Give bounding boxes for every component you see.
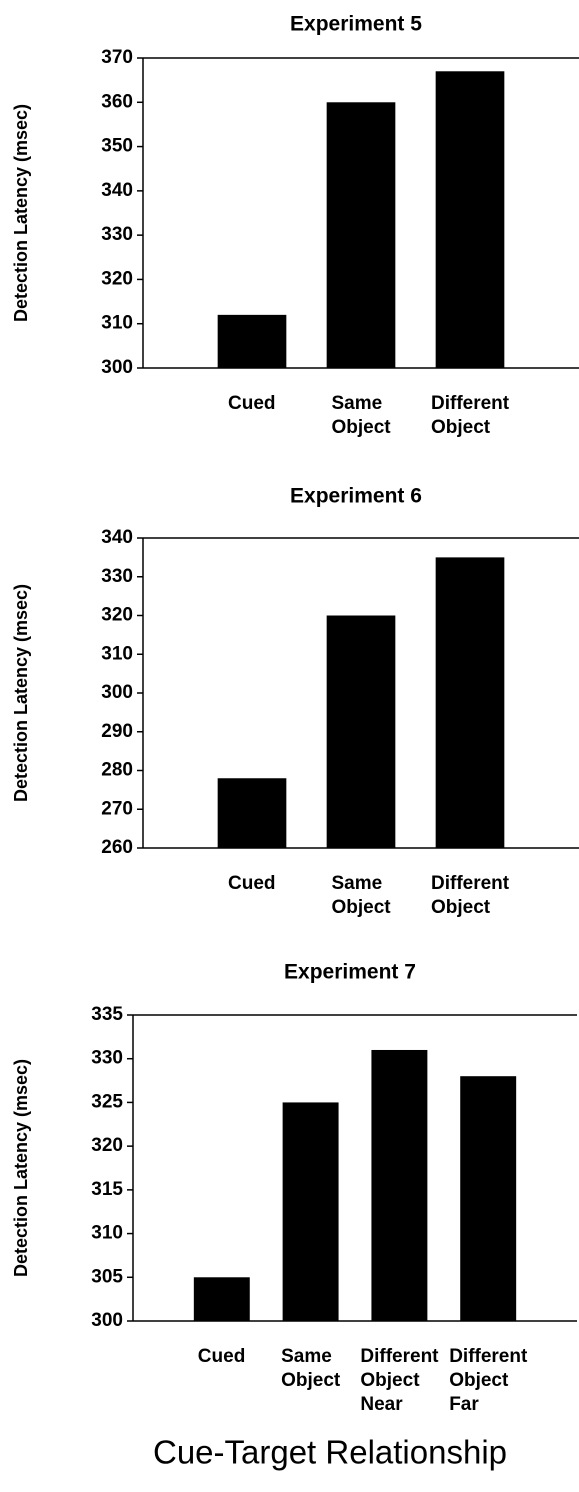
y-tick-label: 350 [101,136,133,157]
x-axis-label: Cue-Target Relationship [153,1434,507,1471]
bar [435,71,505,369]
y-axis-label: Detection Latency (msec) [11,104,31,322]
y-tick-label: 325 [91,1091,123,1112]
y-tick-label: 330 [101,224,133,245]
bar [435,557,505,848]
x-tick-label: Cued [228,393,276,414]
y-tick-label: 360 [101,91,133,112]
x-tick-label: Different Object Far [449,1346,528,1415]
y-axis-label: Detection Latency (msec) [11,584,31,802]
bar [326,615,396,848]
y-tick-label: 300 [101,357,133,378]
x-tick-label: Different Object [431,393,510,438]
y-tick-label: 340 [101,180,133,201]
bar [326,102,396,369]
y-tick-label: 315 [91,1179,123,1200]
y-tick-label: 310 [91,1223,123,1244]
bar [282,1102,339,1321]
y-tick-label: 280 [101,760,133,781]
x-tick-label: Cued [228,873,276,894]
y-tick-label: 320 [91,1135,123,1156]
y-tick-label: 300 [91,1310,123,1331]
y-tick-label: 330 [91,1048,123,1069]
y-tick-label: 335 [91,1004,123,1025]
y-tick-label: 370 [101,47,133,68]
bar [371,1049,428,1321]
y-tick-label: 300 [101,682,133,703]
y-tick-label: 260 [101,837,133,858]
bar [217,778,287,848]
x-tick-label: Same Object [331,873,391,918]
y-tick-label: 320 [101,605,133,626]
x-tick-label: Same Object [281,1346,341,1391]
x-tick-label: Cued [197,1346,246,1367]
y-tick-label: 320 [101,268,133,289]
y-tick-label: 290 [101,721,133,742]
y-tick-label: 270 [101,798,133,819]
x-tick-label: Different Object [431,873,510,918]
bar [460,1076,517,1321]
chart-title: Experiment 5 [290,13,422,36]
y-tick-label: 330 [101,566,133,587]
y-tick-label: 310 [101,643,133,664]
y-tick-label: 340 [101,527,133,548]
bar [193,1277,250,1321]
chart-title: Experiment 6 [290,485,422,508]
y-axis-label: Detection Latency (msec) [11,1059,31,1277]
y-tick-label: 305 [91,1266,123,1287]
x-tick-label: Same Object [331,393,391,438]
bar [217,314,287,368]
y-tick-label: 310 [101,313,133,334]
x-tick-label: Different Object Near [360,1346,439,1415]
chart-title: Experiment 7 [284,961,416,984]
